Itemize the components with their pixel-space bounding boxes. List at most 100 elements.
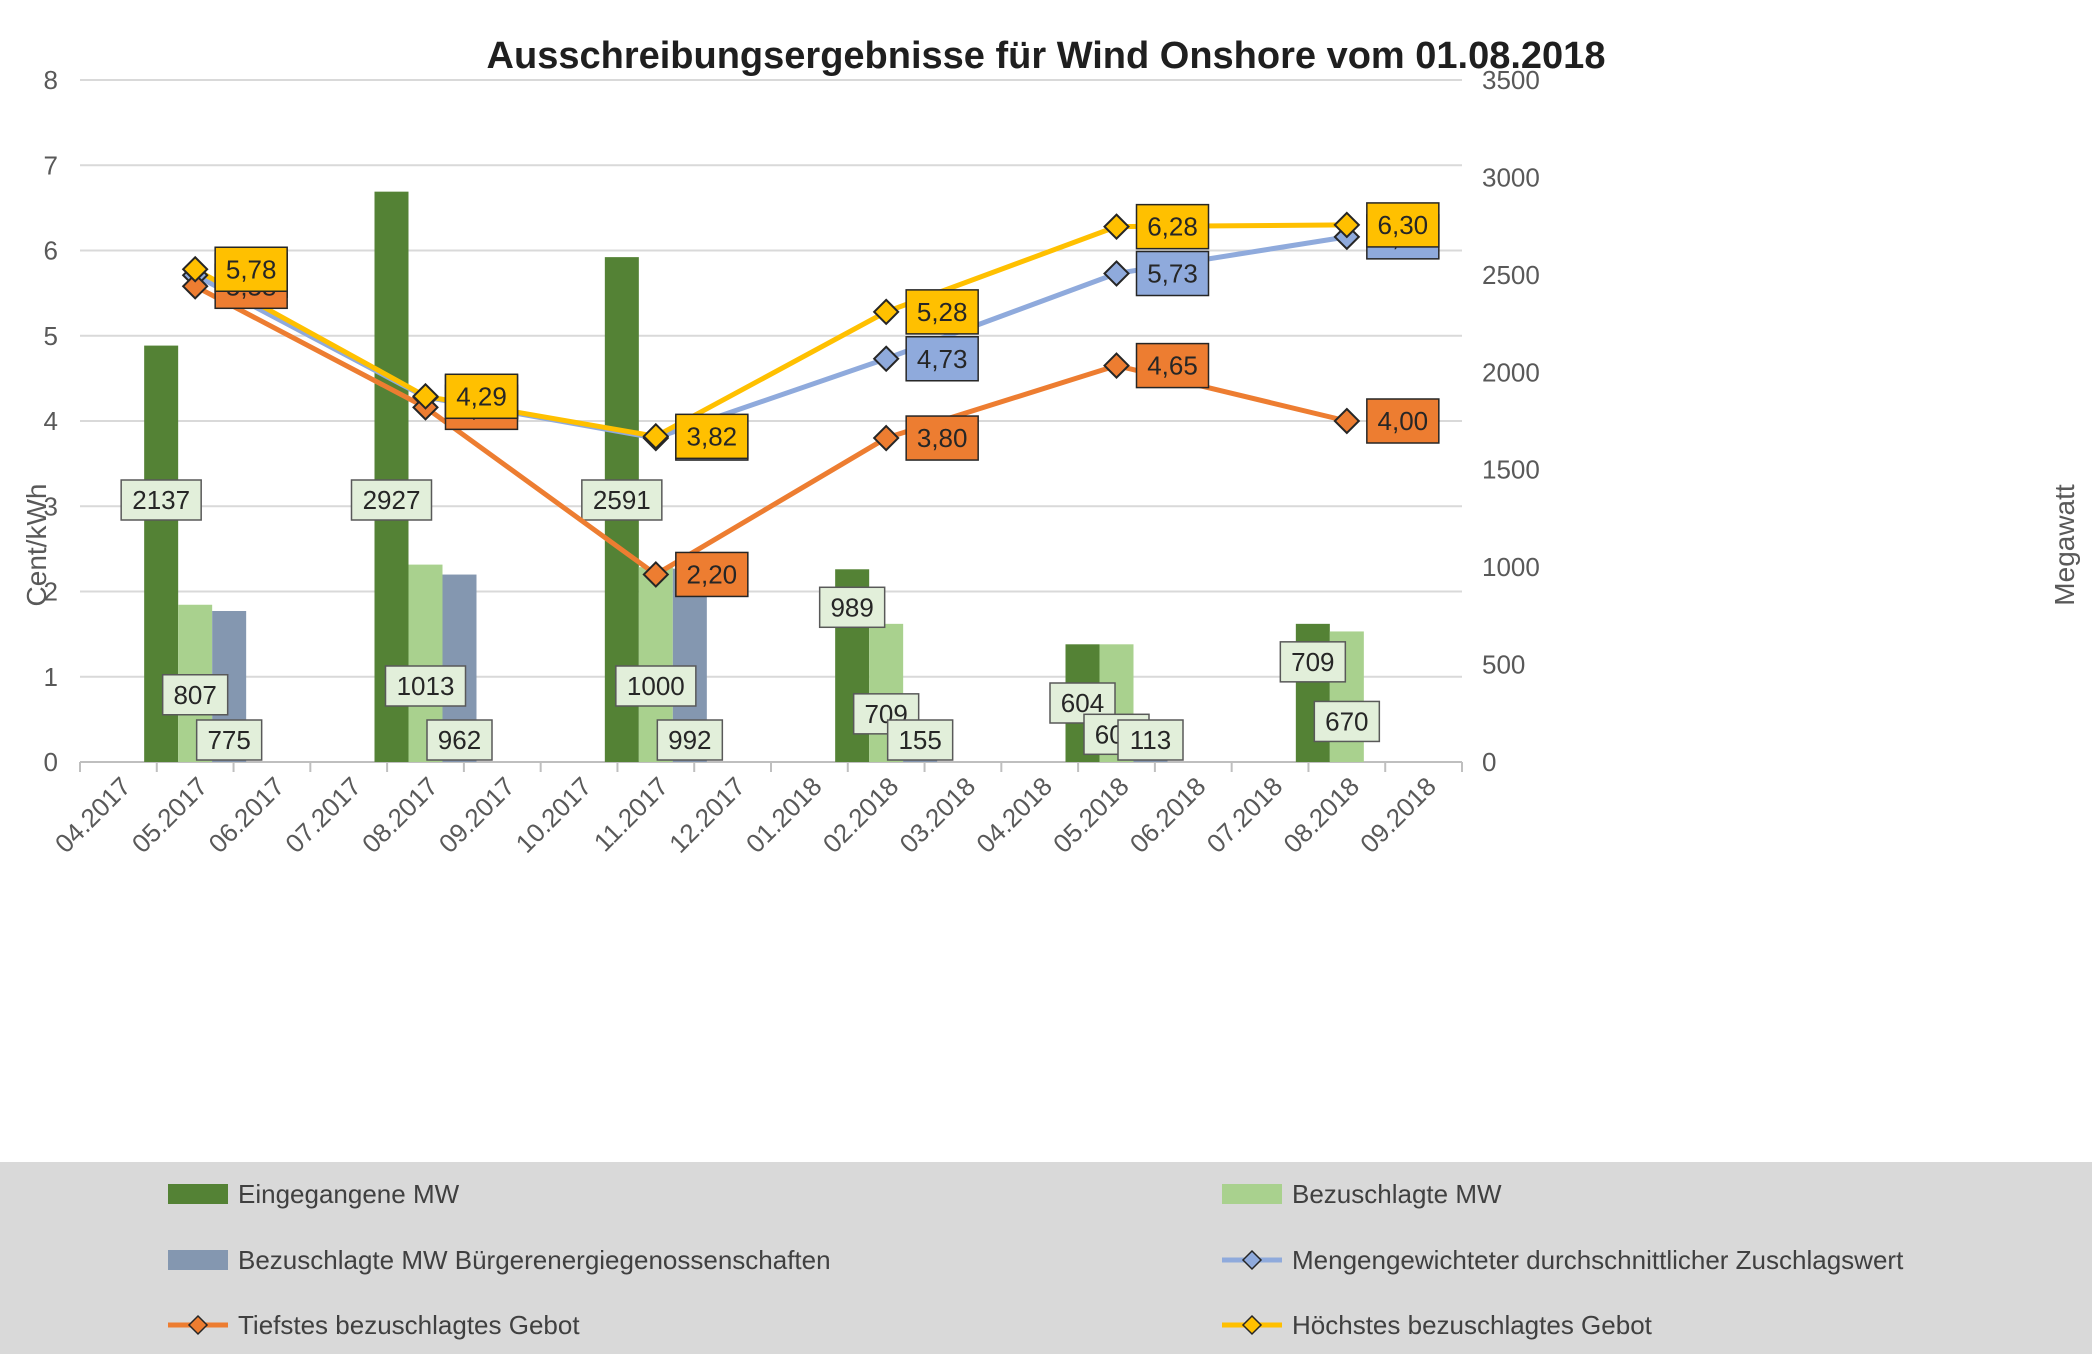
x-tick-label: 03.2018 [894, 771, 982, 859]
x-tick-label: 06.2018 [1124, 771, 1212, 859]
y-right-tick-label: 1000 [1482, 552, 1540, 582]
bar-label-bezuschlagte-mw: 670 [1313, 700, 1381, 743]
x-tick-label: 04.2017 [49, 771, 137, 859]
line-label-text: 4,00 [1378, 406, 1429, 436]
legend-item-hoechstes-bezuschlagtes-gebot: Höchstes bezuschlagtes Gebot [1222, 1310, 1653, 1340]
line-label-text: 4,65 [1147, 351, 1198, 381]
x-axis: 04.201705.201706.201707.201708.201709.20… [49, 761, 1463, 859]
line-label-text: 5,78 [226, 254, 277, 284]
marker-tiefstes-bezuschlagtes-gebot [642, 561, 670, 588]
marker-hoechstes-bezuschlagtes-gebot [872, 298, 900, 326]
bar-label-bezuschlagte-mw-buergerenergiegenossenschaften: 775 [195, 719, 263, 761]
y-left-tick-label: 2 [44, 577, 58, 607]
x-tick-label: 09.2017 [433, 771, 521, 859]
bar-label-text: 604 [1061, 688, 1104, 718]
y-left-tick-label: 4 [44, 406, 58, 436]
line-label-box [1366, 202, 1440, 248]
bar-label-text: 962 [438, 725, 481, 755]
bar-label-bezuschlagte-mw: 1000 [615, 665, 697, 707]
bar-label-bezuschlagte-mw-buergerenergiegenossenschaften: 113 [1117, 719, 1184, 761]
line-label-box [675, 413, 749, 460]
marker-tiefstes-bezuschlagtes-gebot [1333, 407, 1361, 435]
bar-label-bezuschlagte-mw-buergerenergiegenossenschaften: 155 [886, 719, 954, 761]
line-label-box [1135, 203, 1210, 250]
y-axis-right-title: Megawatt [2049, 484, 2080, 606]
bar-label-box [1117, 719, 1184, 761]
bar-label-text: 2137 [132, 485, 190, 515]
y-left-tick-label: 7 [44, 150, 58, 180]
line-label-text: 3,80 [917, 423, 968, 453]
line-label-box [444, 373, 519, 420]
legend-swatch [1222, 1184, 1282, 1204]
line-tiefstes-bezuschlagtes-gebot [194, 284, 1348, 577]
y-right-tick-label: 2000 [1482, 357, 1540, 387]
x-tick-label: 10.2017 [510, 771, 598, 859]
x-tick-label: 11.2017 [588, 771, 674, 857]
bar-label-text: 775 [207, 725, 250, 755]
line-label-mengengewichteter-durchschnittlicher-zuschlagswert: 4,73 [905, 336, 979, 382]
bar-label-box [350, 479, 433, 521]
bar-label-text: 992 [668, 725, 711, 755]
marker-mengengewichteter-durchschnittlicher-zuschlagswert [1103, 260, 1130, 287]
bar-label-box [426, 719, 493, 761]
bar-label-text: 989 [830, 592, 873, 622]
bar-label-bezuschlagte-mw: 1013 [384, 665, 467, 707]
line-label-text: 3,82 [687, 421, 738, 451]
legend-item-mengengewichteter-durchschnittlicher-zuschlagswert: Mengengewichteter durchschnittlicher Zus… [1222, 1245, 1904, 1275]
line-label-hoechstes-bezuschlagtes-gebot: 5,78 [214, 246, 288, 293]
line-label-box [905, 336, 979, 382]
line-label-hoechstes-bezuschlagtes-gebot: 3,82 [675, 413, 749, 460]
x-tick-label: 07.2018 [1201, 771, 1289, 859]
line-label-tiefstes-bezuschlagtes-gebot: 2,20 [675, 551, 749, 598]
bar-label-eingegangene-mw: 604 [1049, 682, 1116, 724]
marker-hoechstes-bezuschlagtes-gebot [1333, 211, 1361, 239]
bar-label-bezuschlagte-mw-buergerenergiegenossenschaften: 962 [426, 719, 493, 761]
y-axis-left-title: Cent/kWh [21, 484, 52, 607]
y-right-tick-label: 3000 [1482, 162, 1540, 192]
bar-label-box [656, 719, 724, 761]
y-right-tick-label: 2500 [1482, 260, 1540, 290]
legend-item-bezuschlagte-mw: Bezuschlagte MW [1222, 1179, 1502, 1209]
x-tick-label: 05.2017 [126, 771, 214, 859]
bar-label-eingegangene-mw: 2591 [581, 479, 663, 521]
line-label-text: 5,73 [1147, 259, 1198, 289]
marker-hoechstes-bezuschlagtes-gebot [412, 382, 439, 410]
bar-label-eingegangene-mw: 2927 [350, 479, 433, 521]
legend: Eingegangene MW Bezuschlagte MW Bezuschlag… [168, 1179, 1904, 1340]
x-tick-label: 02.2018 [817, 771, 905, 859]
line-label-text: 4,29 [456, 381, 507, 411]
marker-hoechstes-bezuschlagtes-gebot [181, 255, 209, 283]
line-label-hoechstes-bezuschlagtes-gebot: 6,30 [1366, 202, 1440, 248]
legend-marker [187, 1314, 209, 1336]
bar-label-box [1279, 641, 1347, 683]
bar-label-box [384, 665, 467, 707]
y-left-tick-label: 8 [44, 65, 58, 95]
line-label-box [214, 246, 288, 293]
line-markers [181, 211, 1361, 588]
bar-label-text: 113 [1130, 725, 1171, 755]
line-label-box [1135, 342, 1210, 389]
line-label-text: 2,20 [687, 559, 738, 589]
line-label-hoechstes-bezuschlagtes-gebot: 5,28 [905, 289, 979, 335]
bar-label-bezuschlagte-mw: 807 [161, 674, 229, 716]
bar-label-eingegangene-mw: 2137 [120, 479, 202, 521]
bar-label-text: 670 [1325, 706, 1368, 736]
bar-label-text: 1013 [397, 671, 455, 701]
legend-marker [1241, 1249, 1263, 1271]
line-label-tiefstes-bezuschlagtes-gebot: 3,80 [905, 415, 979, 461]
bar-label-box [195, 719, 263, 761]
bar-label-box [615, 665, 697, 707]
gridlines [80, 79, 1462, 763]
bar-label-bezuschlagte-mw-buergerenergiegenossenschaften: 992 [656, 719, 724, 761]
legend-marker [1241, 1314, 1263, 1336]
legend-label: Bezuschlagte MW [1292, 1179, 1502, 1209]
bar-label-text: 2591 [593, 485, 651, 515]
bar-label-box [1313, 700, 1381, 743]
chart-title: Ausschreibungsergebnisse für Wind Onshor… [487, 35, 1606, 77]
x-tick-label: 01.2018 [740, 771, 828, 859]
legend-label: Bezuschlagte MW Bürgerenergiegenossensch… [238, 1245, 831, 1275]
bar-label-box [161, 674, 229, 716]
x-tick-label: 08.2018 [1277, 771, 1365, 859]
bar-label-box [581, 479, 663, 521]
